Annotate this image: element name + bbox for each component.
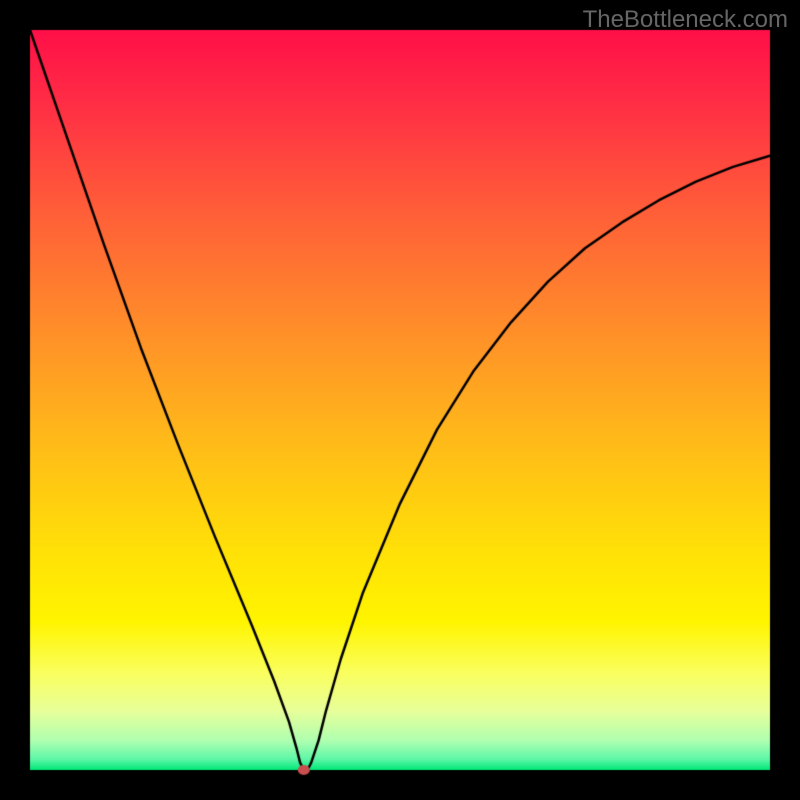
watermark-text: TheBottleneck.com <box>583 6 788 34</box>
bottleneck-chart <box>0 0 800 800</box>
